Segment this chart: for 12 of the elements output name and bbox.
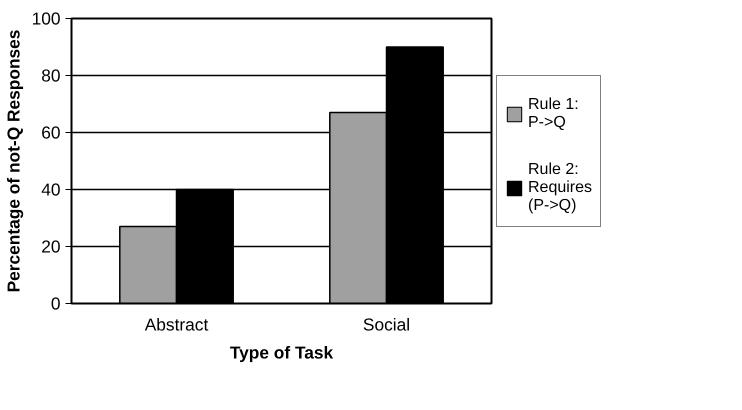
y-axis-title: Percentage of not-Q Responses (4, 30, 24, 292)
y-tick-label: 40 (41, 180, 61, 200)
x-tick-label: Social (362, 314, 410, 334)
y-tick-label: 80 (41, 66, 61, 86)
x-tick-label: Abstract (144, 314, 208, 334)
y-tick-label: 0 (50, 294, 61, 314)
legend-label: Rule 1: P->Q (528, 94, 579, 132)
y-tick-label: 60 (41, 122, 61, 142)
x-axis-title: Type of Task (230, 342, 334, 362)
y-tick-label: 100 (32, 8, 61, 28)
y-tick-label: 20 (41, 236, 61, 256)
legend-label: Rule 2: Requires (P->Q) (528, 160, 592, 216)
